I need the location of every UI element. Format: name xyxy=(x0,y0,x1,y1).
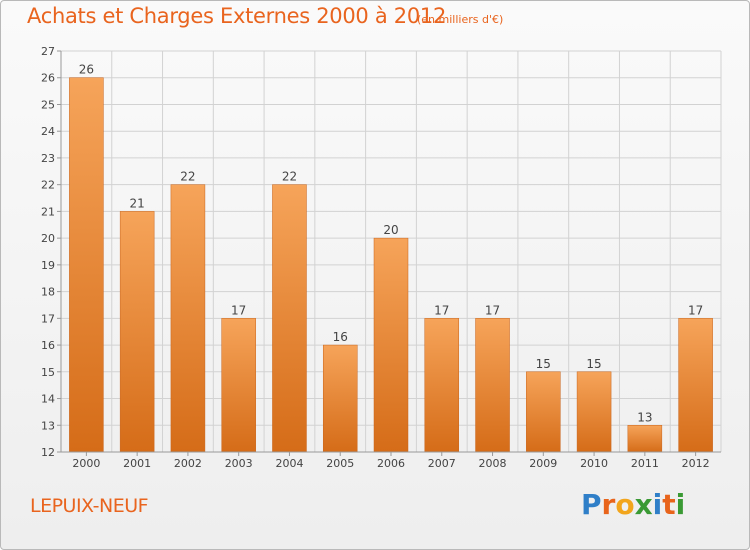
chart-subtitle: (en milliers d'€) xyxy=(417,13,504,26)
chart-title: Achats et Charges Externes 2000 à 2012 xyxy=(27,4,447,28)
y-tick-label: 19 xyxy=(41,259,55,272)
x-tick-label-2010: 2010 xyxy=(580,457,608,470)
y-tick-label: 17 xyxy=(41,312,55,325)
y-tick-label: 14 xyxy=(41,393,55,406)
data-label-2002: 22 xyxy=(180,170,195,184)
y-tick-label: 27 xyxy=(41,45,55,58)
data-label-2001: 21 xyxy=(130,196,145,210)
data-label-2000: 26 xyxy=(79,63,94,77)
x-tick-label-2004: 2004 xyxy=(275,457,303,470)
data-label-2007: 17 xyxy=(434,303,449,317)
y-tick-label: 16 xyxy=(41,339,55,352)
bars: 26 21 22 17 22 16 20 17 17 15 15 13 17 xyxy=(69,63,713,453)
proxiti-logo[interactable]: Proxiti xyxy=(581,488,685,521)
y-tick-label: 23 xyxy=(41,152,55,165)
bar-2000[interactable] xyxy=(69,77,104,453)
logo-letter: i xyxy=(652,488,663,521)
data-label-2009: 15 xyxy=(536,357,551,371)
bar-2004[interactable] xyxy=(272,184,307,453)
bar-2002[interactable] xyxy=(170,184,206,453)
bar-2010[interactable] xyxy=(576,371,612,453)
logo-letter: x xyxy=(634,488,653,521)
logo-letter: t xyxy=(662,488,676,521)
bar-2008[interactable] xyxy=(475,318,510,453)
y-tick-label: 25 xyxy=(41,98,55,111)
data-label-2012: 17 xyxy=(688,303,703,317)
bar-2012[interactable] xyxy=(678,318,713,453)
place-name: LEPUIX-NEUF xyxy=(30,495,149,517)
bar-2007[interactable] xyxy=(424,318,460,453)
bar-2001[interactable] xyxy=(119,211,155,453)
data-label-2006: 20 xyxy=(383,223,398,237)
x-tick-label-2000: 2000 xyxy=(72,457,100,470)
axes: 12 13 14 15 16 17 18 19 20 21 22 23 24 25 26 27 2000 2001… xyxy=(41,45,721,470)
x-tick-label-2003: 2003 xyxy=(225,457,253,470)
x-tick-label-2012: 2012 xyxy=(682,457,710,470)
bar-2009[interactable] xyxy=(526,371,561,453)
x-tick-label-2005: 2005 xyxy=(326,457,354,470)
bar-2005[interactable] xyxy=(322,344,358,453)
y-tick-label: 24 xyxy=(41,125,55,138)
y-tick-label: 18 xyxy=(41,286,55,299)
bar-2006[interactable] xyxy=(373,237,409,453)
logo-letter: i xyxy=(675,488,686,521)
y-tick-label: 26 xyxy=(41,72,55,85)
y-tick-label: 20 xyxy=(41,232,55,245)
bar-2003[interactable] xyxy=(221,318,256,453)
logo-letter: P xyxy=(581,488,602,521)
y-tick-label: 21 xyxy=(41,205,55,218)
logo-letter: o xyxy=(615,488,635,521)
x-tick-label-2008: 2008 xyxy=(479,457,507,470)
x-tick-label-2009: 2009 xyxy=(529,457,557,470)
data-label-2008: 17 xyxy=(485,303,500,317)
data-label-2004: 22 xyxy=(282,170,297,184)
x-tick-label-2007: 2007 xyxy=(428,457,456,470)
y-tick-label: 15 xyxy=(41,366,55,379)
y-tick-label: 13 xyxy=(41,419,55,432)
logo-letter: r xyxy=(601,488,616,521)
x-tick-label-2001: 2001 xyxy=(123,457,151,470)
x-tick-label-2011: 2011 xyxy=(631,457,659,470)
y-tick-label: 22 xyxy=(41,179,55,192)
data-label-2003: 17 xyxy=(231,303,246,317)
x-tick-label-2002: 2002 xyxy=(174,457,202,470)
data-label-2011: 13 xyxy=(637,410,652,424)
data-label-2005: 16 xyxy=(333,330,348,344)
bar-2011[interactable] xyxy=(627,425,663,453)
y-tick-label: 12 xyxy=(41,446,55,459)
x-tick-label-2006: 2006 xyxy=(377,457,405,470)
data-label-2010: 15 xyxy=(586,357,601,371)
